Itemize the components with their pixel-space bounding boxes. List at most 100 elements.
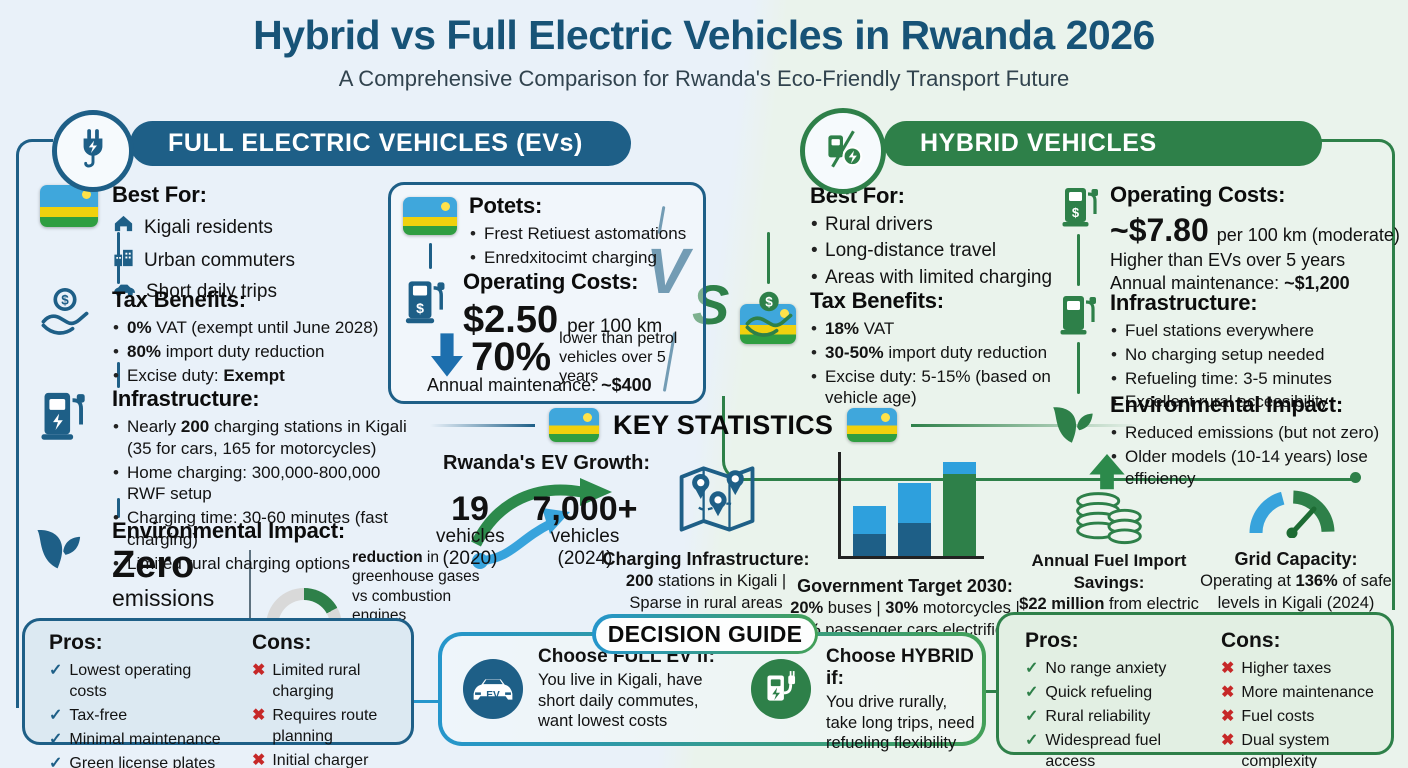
list-item: Short daily trips — [112, 279, 384, 305]
list-item: Older models (10-14 years) lose efficien… — [1110, 446, 1402, 490]
list-item: 80% import duty reduction — [112, 341, 404, 363]
gauge-icon — [1242, 478, 1342, 543]
vs-letter-s: S — [692, 273, 730, 336]
list-item: Urban commuters — [112, 246, 384, 277]
hybrid-section-header-label: HYBRID VEHICLES — [920, 129, 1157, 157]
key-statistics-header: KEY STATISTICS — [430, 408, 1190, 442]
hybrid-cost-unit: per 100 km (moderate) — [1216, 225, 1400, 245]
list-item: No charging setup needed — [1110, 344, 1402, 366]
header-line-left — [430, 423, 535, 427]
target-bar-chart — [838, 452, 984, 559]
list-item: ✓ Minimal maintenance — [49, 731, 221, 749]
list-item: 30-50% import duty reduction — [810, 342, 1062, 364]
ev-savings-pct: 70% — [471, 335, 552, 380]
svg-text:$: $ — [416, 300, 424, 316]
hybrid-cost-line2: Higher than EVs over 5 years — [1110, 250, 1346, 270]
ev-pros: Pros: ✓ Lowest operating costs ✓ Tax-free … — [49, 631, 226, 768]
buildings-icon — [112, 246, 135, 277]
hybrid-environment-title: Environmental Impact: — [1110, 392, 1343, 417]
rwanda-flag-icon — [549, 408, 599, 442]
plug-icon — [70, 126, 116, 177]
ev-tax-benefits: Tax Benefits: 0% VAT (exempt until June … — [112, 287, 404, 388]
hybrid-mid-connector — [722, 396, 1358, 481]
bar-1 — [853, 506, 886, 556]
ev-box-costs-title: Operating Costs: — [463, 269, 639, 294]
hybrid-tax-title: Tax Benefits: — [810, 288, 944, 313]
ev-box-potets-title: Potets: — [469, 193, 543, 218]
list-item: ✖ Dual system complexity — [1221, 732, 1330, 768]
decision-guide-pill: DECISION GUIDE — [592, 614, 818, 654]
page-subtitle: A Comprehensive Comparison for Rwanda's … — [338, 66, 1070, 91]
decision-hybrid-icon — [750, 658, 812, 725]
list-item: ✓ No range anxiety — [1025, 660, 1167, 677]
ev-section-header-label: FULL ELECTRIC VEHICLES (EVs) — [168, 129, 583, 157]
ev-best-for-title: Best For: — [112, 182, 207, 207]
hybrid-section-header: HYBRID VEHICLES — [884, 121, 1322, 166]
list-item: ✖Initial charger investment — [251, 752, 369, 768]
ev-savings-caption: lower than petrol vehicles over 5 years — [559, 330, 678, 386]
grid-capacity-caption: Grid Capacity: Operating at 136% of safe… — [1200, 549, 1392, 612]
ev-tax-title: Tax Benefits: — [112, 287, 246, 312]
list-item: ✖ Limited rural charging — [251, 662, 361, 701]
decision-ev-icon: EV — [462, 658, 524, 725]
charging-station-icon — [36, 388, 92, 449]
divider — [249, 550, 251, 620]
ev-maintenance: Annual maintenance: ~$400 — [427, 375, 652, 395]
list-item: Home charging: 300,000-800,000 RWF setup — [112, 462, 418, 506]
coins-up-arrow-icon — [1062, 452, 1152, 555]
key-statistics-title: KEY STATISTICS — [613, 409, 834, 440]
list-item: 18% VAT — [810, 318, 1062, 340]
growth-to: 7,000+ vehicles (2024) — [532, 490, 638, 569]
svg-text:$: $ — [61, 292, 69, 307]
list-item: ✓ Lowest operating costs — [49, 662, 192, 701]
connector-line — [429, 243, 432, 269]
list-item: Enredxitocimt charging — [469, 247, 689, 269]
list-item: Long-distance travel — [810, 239, 1058, 264]
decision-guide-title: DECISION GUIDE — [595, 617, 815, 651]
list-item: Charging time: 30-60 minutes (fast charg… — [112, 507, 418, 551]
fuel-pump-dollar-icon: $ — [1058, 184, 1104, 235]
list-item: 0% VAT (exempt until June 2028) — [112, 317, 404, 339]
rwanda-flag-icon — [40, 185, 98, 227]
car-icon — [112, 279, 137, 305]
ev-best-for: Best For: Kigali residents Urban commute… — [112, 182, 384, 308]
bar-2 — [898, 483, 931, 556]
list-item: Excise duty: Exempt — [112, 365, 404, 387]
leaf-icon — [34, 520, 88, 579]
list-item: ✓ Widespread fuel access — [1025, 732, 1162, 768]
list-item: ✖ Higher taxes — [1221, 660, 1332, 677]
svg-text:$: $ — [1072, 205, 1080, 220]
list-item: Excellent rural accessibility — [1110, 391, 1402, 413]
ev-costs-box: Potets: Frest Retiuest astomations Enred… — [388, 182, 706, 404]
list-item: Areas with limited charging — [810, 266, 1058, 291]
growth-from: 19 vehicles (2020) — [436, 490, 505, 569]
connector-line — [1077, 234, 1080, 286]
list-item: Kigali residents — [112, 212, 384, 243]
hybrid-cons: Cons: ✖ Higher taxes ✖ More maintenance ✖ F… — [1221, 629, 1391, 768]
hybrid-pump-bolt-icon — [819, 125, 867, 178]
rwanda-flag-icon — [847, 408, 898, 442]
list-item: ✖ Fuel costs — [1221, 708, 1315, 726]
donut-caption: reduction in greenhouse gases vs combust… — [352, 549, 480, 625]
ev-environment-title: Environmental Impact: — [112, 518, 345, 543]
list-item: Limited rural charging options — [112, 553, 418, 575]
list-item: ✓ Rural reliability — [1025, 708, 1151, 726]
hybrid-infrastructure: Infrastructure: Fuel stations everywhere… — [1110, 290, 1402, 415]
connector-line — [767, 232, 770, 284]
svg-text:EV: EV — [486, 690, 500, 701]
header-line-right — [911, 423, 1142, 427]
hybrid-infrastructure-title: Infrastructure: — [1110, 290, 1258, 315]
tax-hand-icon: $ — [742, 288, 796, 347]
down-arrow-icon — [431, 333, 463, 382]
ev-section-header: FULL ELECTRIC VEHICLES (EVs) — [130, 121, 631, 166]
ev-plug-badge — [52, 110, 134, 192]
list-item: ✓ Quick refueling — [1025, 684, 1153, 702]
rwanda-flag-icon — [403, 197, 457, 235]
ev-infrastructure-title: Infrastructure: — [112, 386, 260, 411]
list-item: Frest Retiuest astomations — [469, 223, 689, 245]
hybrid-pros-cons-box: Pros: ✓ No range anxiety ✓ Quick refueling… — [996, 612, 1394, 768]
zero-emissions-value: Zero — [112, 544, 195, 586]
list-item: ✓Green license plates (free parking) — [49, 755, 216, 768]
hybrid-environment: Environmental Impact: Reduced emissions … — [1110, 392, 1402, 491]
